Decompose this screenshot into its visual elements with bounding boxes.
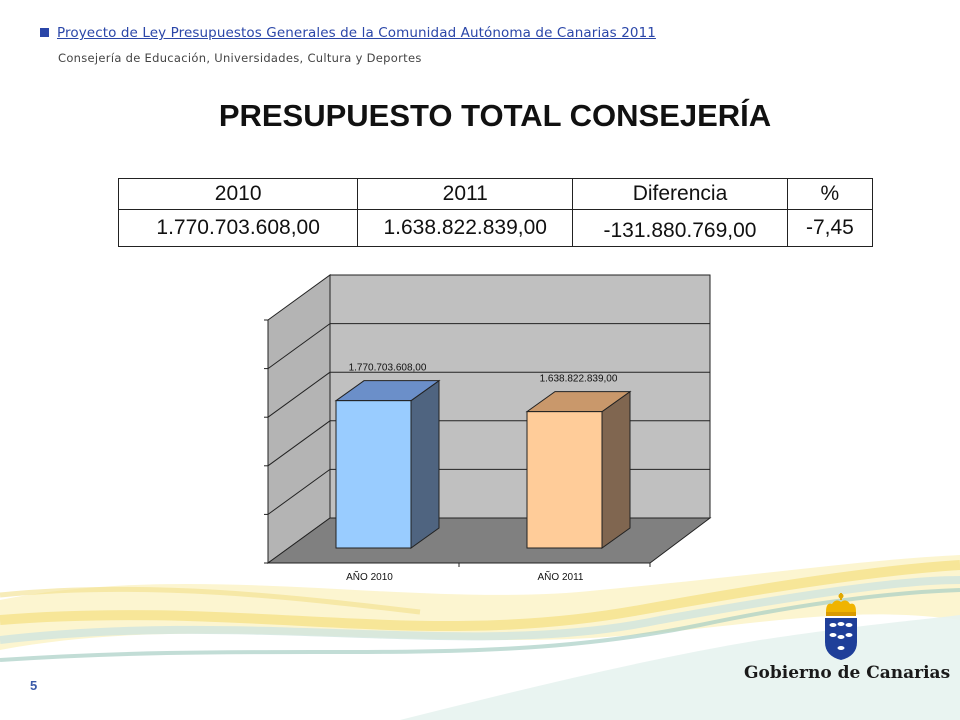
header: Proyecto de Ley Presupuestos Generales d… (40, 24, 656, 42)
x-tick-label-0: AÑO 2010 (346, 570, 393, 583)
value-percent: -7,45 (786, 209, 874, 247)
bar-0 (335, 400, 412, 549)
bar-value-label-1: 1.638.822.839,00 (540, 374, 618, 385)
chart-side-wall (267, 274, 331, 564)
gobierno-canarias-crest-icon (825, 593, 857, 660)
bullet-square-icon (40, 28, 49, 38)
bar-side-1 (601, 390, 631, 549)
document-title-link[interactable]: Proyecto de Ley Presupuestos Generales d… (57, 24, 656, 41)
gobierno-canarias-wordmark: Gobierno de Canarias (744, 663, 951, 683)
department-subtitle: Consejería de Educación, Universidades, … (58, 51, 422, 65)
page-title: PRESUPUESTO TOTAL CONSEJERÍA (218, 98, 772, 133)
chart-floor (266, 517, 712, 564)
header-2010: 2010 (117, 178, 359, 210)
bar-side-0 (410, 379, 440, 549)
chart-gridline-side (267, 420, 331, 467)
page-number: 5 (30, 678, 38, 693)
bar-1 (526, 411, 603, 549)
chart-gridline-side (267, 371, 331, 418)
value-diferencia: -131.880.769,00 (572, 209, 788, 247)
table-header-row: 2010 2011 Diferencia % (117, 178, 874, 210)
table-value-row: 1.770.703.608,00 1.638.822.839,00 -131.8… (117, 209, 874, 247)
budget-table: 2010 2011 Diferencia % 1.770.703.608,00 … (117, 178, 874, 247)
value-2010: 1.770.703.608,00 (117, 209, 359, 247)
chart-gridline-side (267, 323, 331, 370)
bar-value-label-0: 1.770.703.608,00 (349, 363, 427, 374)
x-tick-label-1: AÑO 2011 (538, 570, 584, 583)
chart-gridline-side (267, 468, 331, 515)
value-2011: 1.638.822.839,00 (357, 209, 574, 247)
